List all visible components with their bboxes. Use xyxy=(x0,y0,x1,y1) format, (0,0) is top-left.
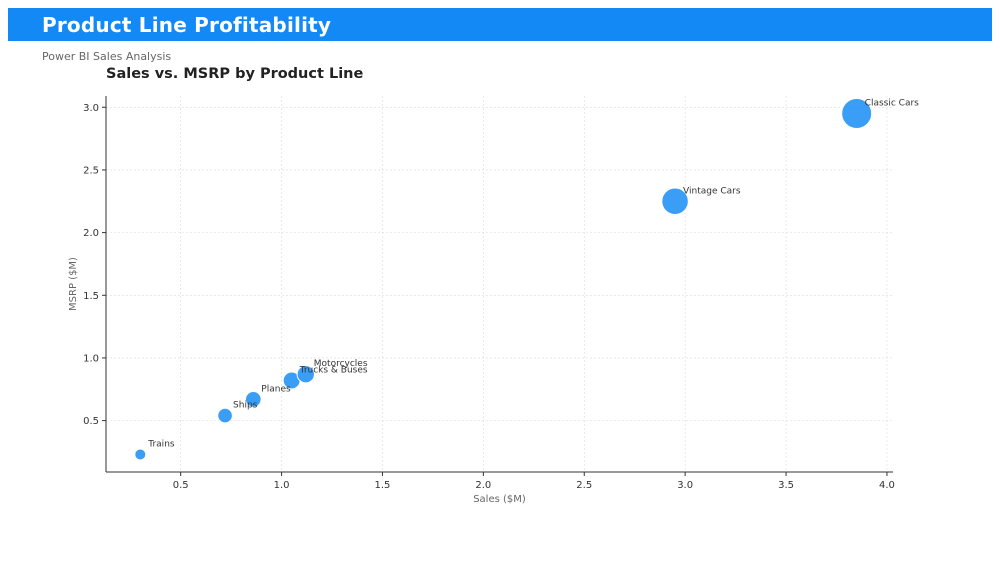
data-point-motorcycles xyxy=(296,365,315,384)
x-axis-label: Sales ($M) xyxy=(473,494,526,505)
y-tick-label: 1.0 xyxy=(83,353,99,364)
point-label: Trains xyxy=(147,439,175,449)
x-tick-label: 2.5 xyxy=(576,480,592,491)
y-axis-label: MSRP ($M) xyxy=(68,257,79,311)
point-label: Vintage Cars xyxy=(683,186,741,196)
data-points xyxy=(134,98,873,461)
x-tick-label: 0.5 xyxy=(173,480,189,491)
data-point-classic-cars xyxy=(841,98,873,130)
point-label: Ships xyxy=(233,401,258,411)
y-tick-label: 2.0 xyxy=(83,228,99,239)
x-tick-label: 4.0 xyxy=(879,480,895,491)
axes xyxy=(105,96,893,473)
point-label: Trucks & Buses xyxy=(299,366,368,376)
x-tick-label: 3.5 xyxy=(778,480,794,491)
data-point-vintage-cars xyxy=(661,187,689,216)
y-tick-label: 0.5 xyxy=(83,416,99,427)
data-point-planes xyxy=(245,390,262,408)
y-tick-label: 3.0 xyxy=(83,103,99,114)
x-tick-label: 2.0 xyxy=(475,480,491,491)
x-tick-label: 1.5 xyxy=(375,480,391,491)
header-bar: Product Line Profitability xyxy=(8,8,992,41)
x-tick-label: 3.0 xyxy=(677,480,693,491)
y-tick-label: 1.5 xyxy=(83,291,99,302)
page-subtitle: Power BI Sales Analysis xyxy=(42,50,172,63)
grid-lines xyxy=(106,96,893,472)
point-label: Classic Cars xyxy=(865,99,919,109)
x-tick-label: 1.0 xyxy=(274,480,290,491)
data-point-trains xyxy=(134,448,147,461)
ticks: 0.5 1.0 1.5 2.0 2.5 3.0 3.5 4.0 0.5 1.0 1.5 2.0 2.5 3… xyxy=(83,103,895,491)
point-label: Planes xyxy=(261,384,291,394)
chart-title: Sales vs. MSRP by Product Line xyxy=(106,66,364,82)
data-point-ships xyxy=(217,407,233,424)
point-label: Motorcycles xyxy=(314,359,368,369)
y-tick-label: 2.5 xyxy=(83,165,99,176)
page-title: Product Line Profitability xyxy=(42,12,332,37)
